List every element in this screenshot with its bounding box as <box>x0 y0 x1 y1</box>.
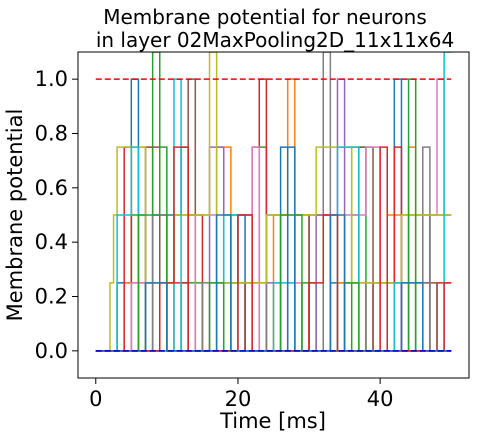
plot-frame <box>77 51 470 379</box>
x-tick-label: 20 <box>225 387 252 411</box>
y-tick-label: 1.0 <box>35 67 68 91</box>
y-tick-label: 0.6 <box>35 176 68 200</box>
y-axis-label: Membrane potential <box>3 109 27 322</box>
chart-title-line-1: Membrane potential for neurons <box>103 5 427 29</box>
reference-lines <box>95 78 452 352</box>
y-tick-label: 0.4 <box>35 230 68 254</box>
x-axis-label: Time [ms] <box>219 409 326 433</box>
series-line-13 <box>95 146 452 352</box>
y-tick-label: 0.2 <box>35 285 68 309</box>
x-tick-label: 0 <box>89 387 102 411</box>
y-tick-label: 0.8 <box>35 122 68 146</box>
y-axis-ticks: 0.0 0.2 0.4 0.6 0.8 1.0 <box>35 67 78 363</box>
x-axis-ticks: 0 20 40 <box>89 378 394 411</box>
series-line-11 <box>95 78 452 352</box>
chart-title-line-2: in layer 02MaxPooling2D_11x11x64 <box>96 28 454 52</box>
y-tick-label: 0.0 <box>35 339 68 363</box>
x-tick-label: 40 <box>367 387 394 411</box>
series-line-12 <box>95 146 452 352</box>
series-line-9 <box>95 52 452 352</box>
